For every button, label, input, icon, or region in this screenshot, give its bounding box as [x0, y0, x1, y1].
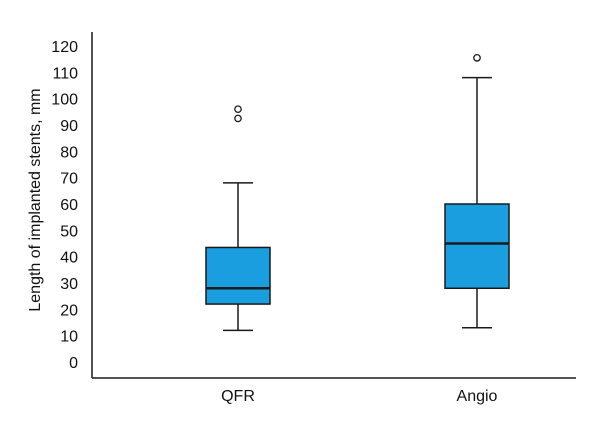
x-tick-label: Angio [457, 388, 498, 405]
y-tick-label: 80 [60, 144, 78, 161]
y-tick-label: 120 [51, 39, 78, 56]
y-tick-label: 50 [60, 223, 78, 240]
outlier-point [234, 114, 242, 123]
y-tick-label: 90 [60, 118, 78, 135]
iqr-box [205, 246, 271, 305]
x-axis-tick-labels: QFR Angio [221, 388, 497, 405]
y-tick-label: 40 [60, 250, 78, 267]
y-tick-label: 0 [69, 355, 78, 372]
y-tick-label: 100 [51, 92, 78, 109]
y-tick-label: 60 [60, 197, 78, 214]
y-axis-title: Length of implanted stents, mm [27, 88, 44, 311]
y-tick-label: 10 [60, 329, 78, 346]
x-tick-label: QFR [221, 388, 255, 405]
outlier-point [473, 53, 481, 62]
y-tick-label: 20 [60, 302, 78, 319]
boxes-group [205, 53, 510, 332]
y-tick-label: 110 [52, 65, 78, 82]
y-axis-tick-labels: 0 10 20 30 40 50 60 70 80 90 100 110 120 [51, 39, 78, 372]
y-tick-label: 70 [60, 171, 78, 188]
iqr-box [444, 203, 510, 290]
box-qfr [205, 105, 271, 332]
outlier-point [234, 105, 242, 114]
box-angio [444, 53, 510, 329]
y-tick-label: 30 [60, 276, 78, 293]
